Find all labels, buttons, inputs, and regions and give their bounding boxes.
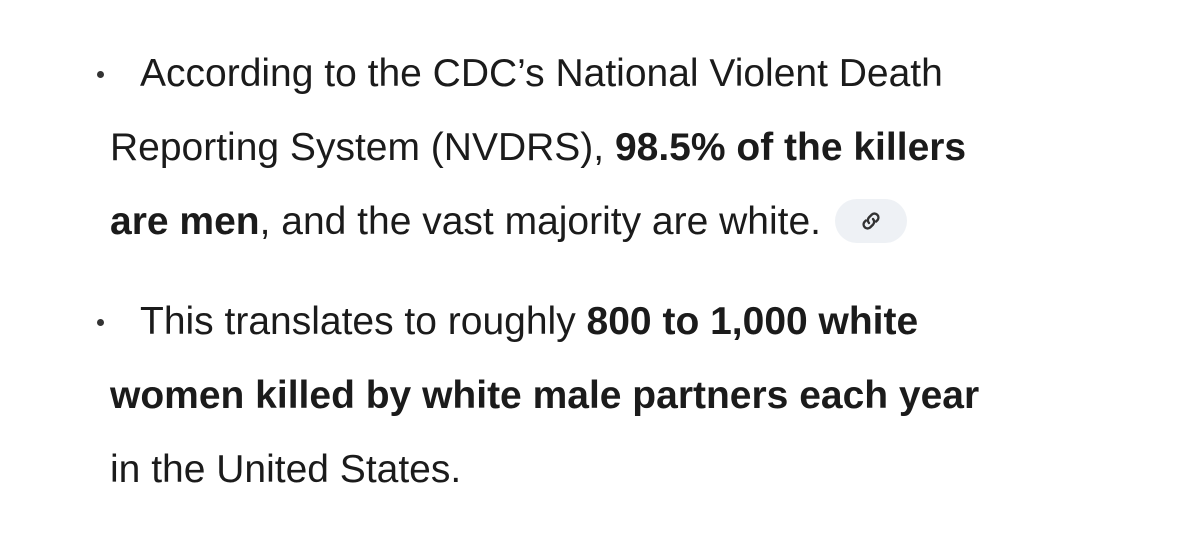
text: This translates to roughly [140, 300, 587, 343]
text: in the United States. [110, 448, 462, 491]
text-line: This translates to roughly 800 to 1,000 … [140, 285, 918, 359]
bold-text: are men [110, 200, 260, 243]
text-line: According to the CDC’s National Violent … [140, 37, 943, 111]
bold-text: 800 to 1,000 white [586, 300, 919, 343]
text: Reporting System (NVDRS), [110, 126, 615, 169]
bold-text: women killed by white male partners each… [110, 374, 980, 417]
text-line: Reporting System (NVDRS), 98.5% of the k… [110, 111, 966, 185]
bullet-dot [97, 71, 104, 78]
link-icon [862, 212, 880, 230]
link-chip[interactable] [835, 198, 908, 243]
bullet-dot [97, 319, 104, 326]
text-line: are men, and the vast majority are white… [110, 185, 908, 259]
bold-text: 98.5% of the killers [614, 126, 967, 169]
text: , and the vast majority are white. [259, 200, 822, 243]
text-line: in the United States. [110, 433, 461, 507]
text: According to the CDC’s National Violent … [140, 52, 943, 95]
text-line: women killed by white male partners each… [110, 359, 979, 433]
